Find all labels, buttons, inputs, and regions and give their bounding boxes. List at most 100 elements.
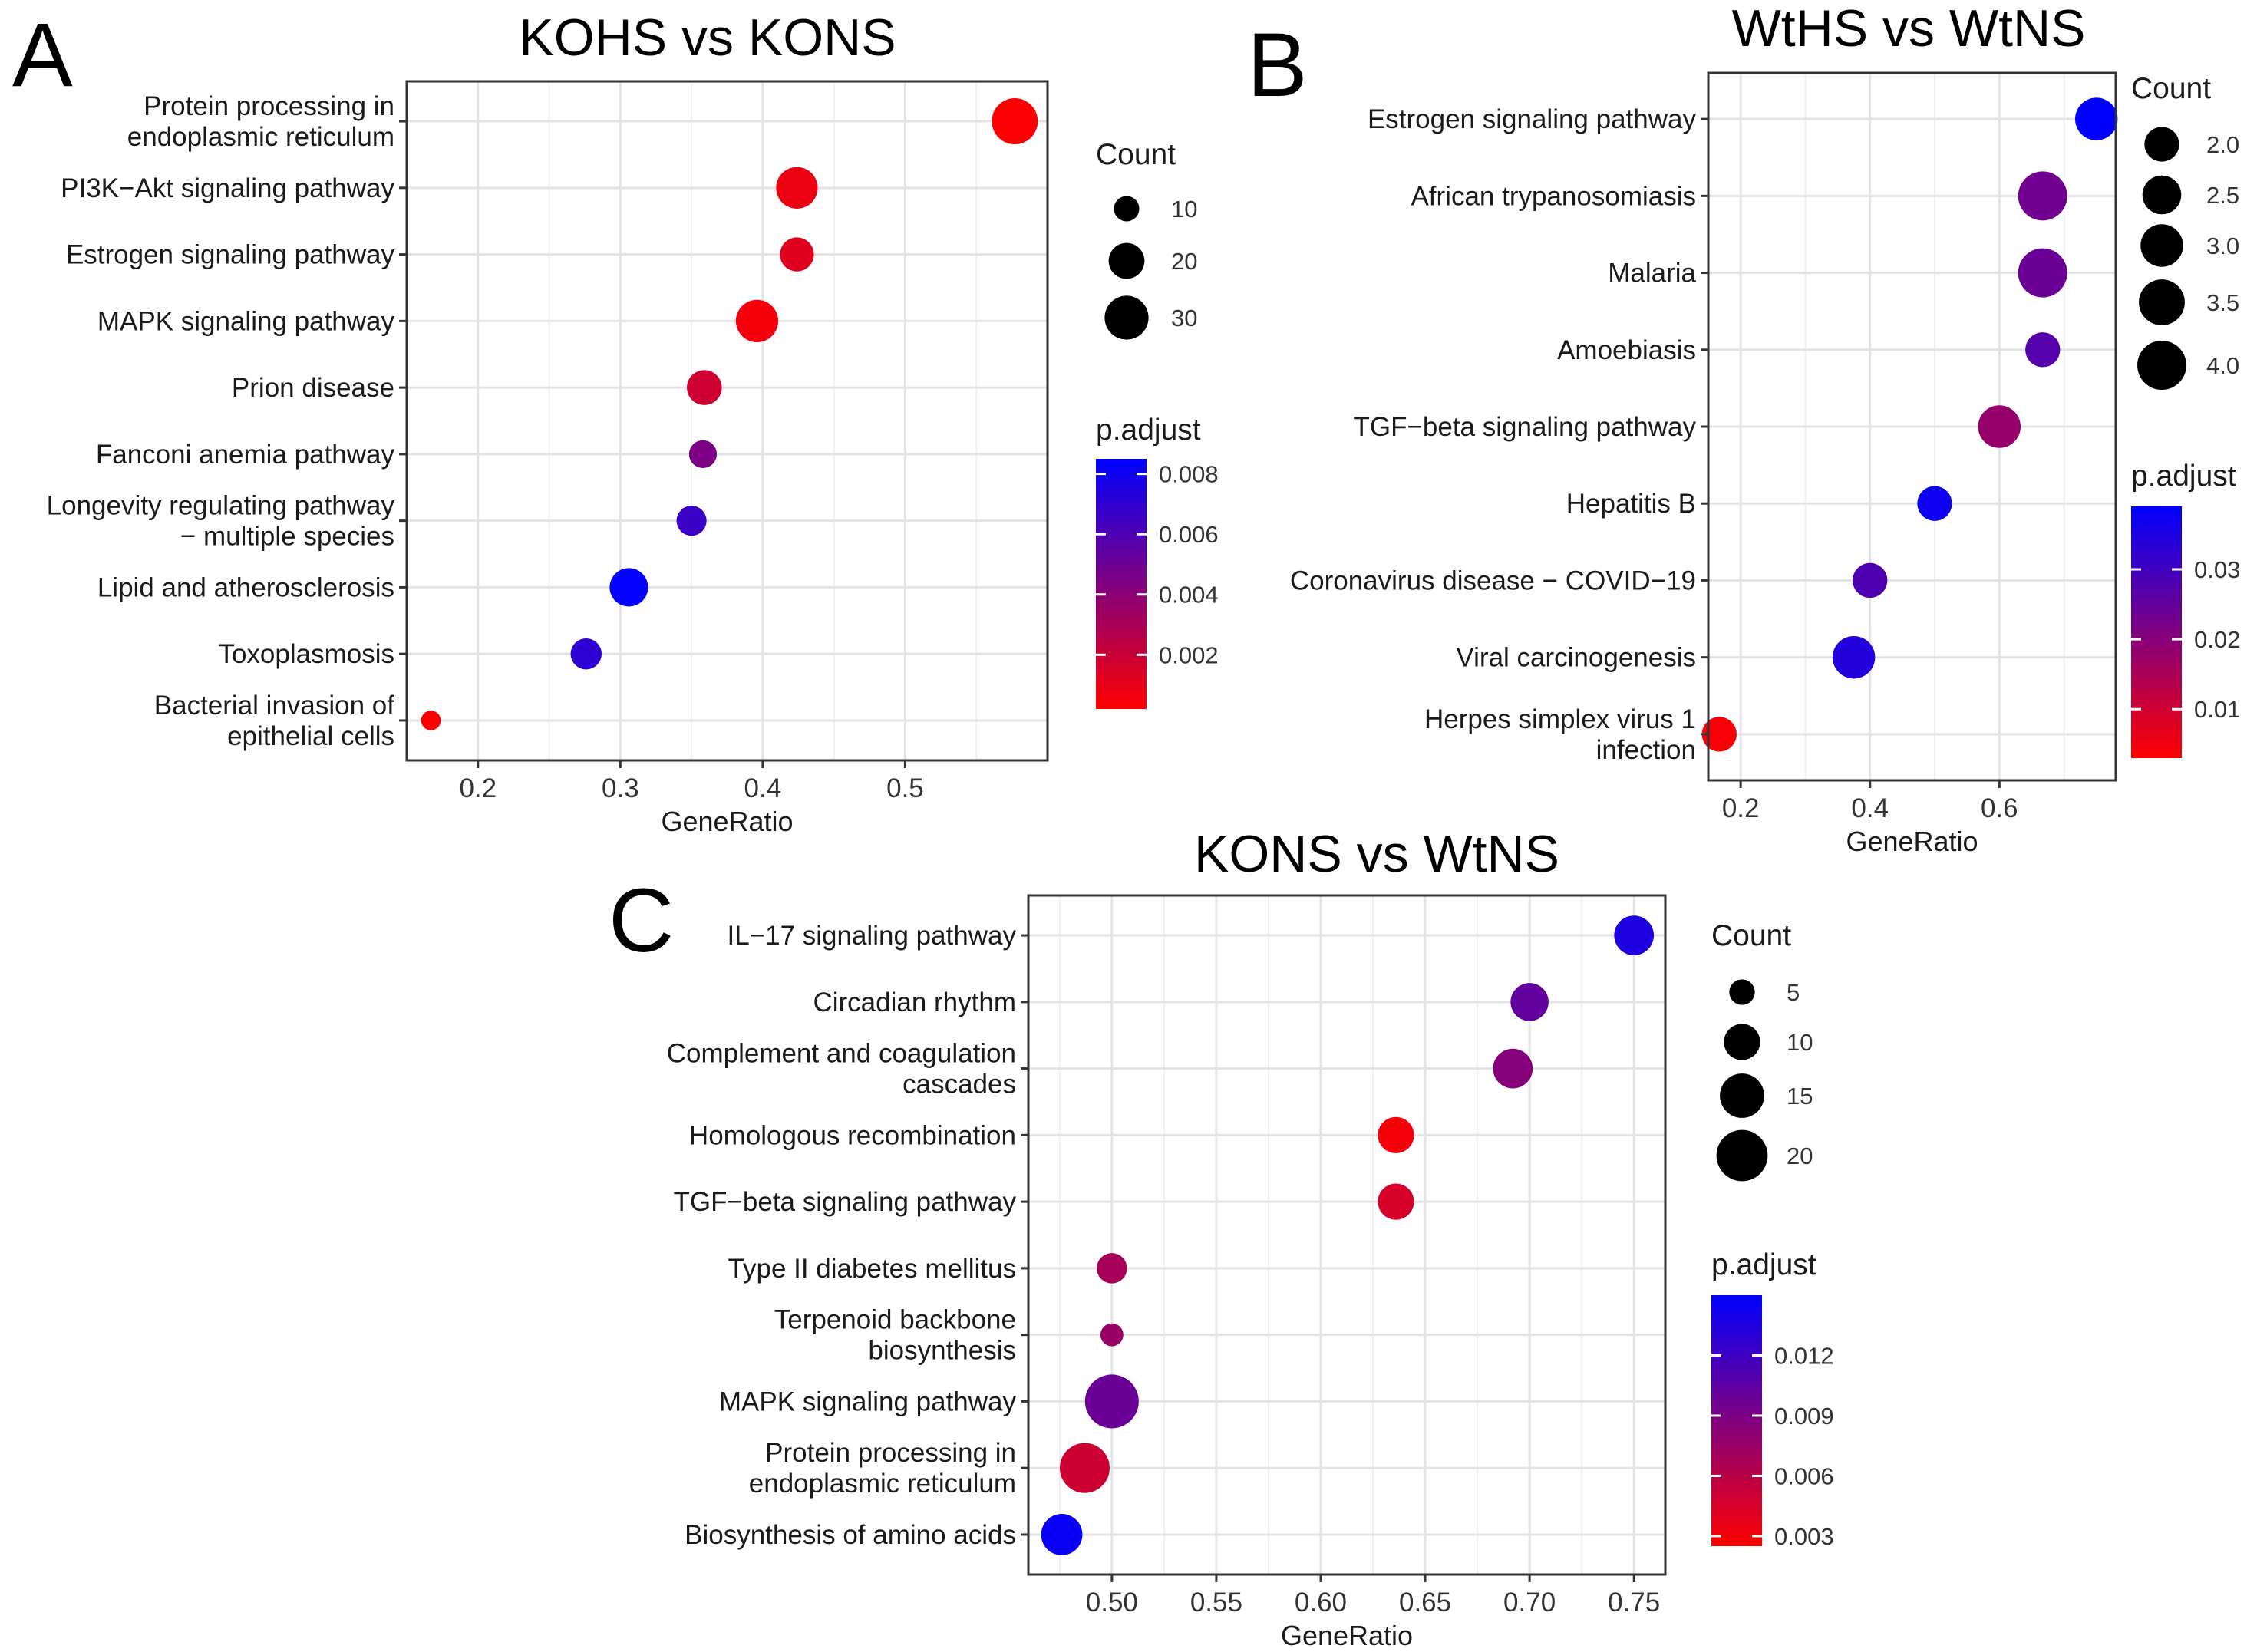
category-label: Malaria: [1608, 259, 1696, 289]
category-label: Terpenoid backbone biosynthesis: [774, 1305, 1016, 1366]
size-legend-label: 20: [1787, 1143, 1813, 1169]
category-label-line: Complement and coagulation: [667, 1039, 1016, 1069]
size-legend-label: 2.5: [2206, 182, 2239, 209]
size-legend-key: [1724, 1024, 1760, 1060]
size-legend-label: 15: [1787, 1083, 1813, 1110]
color-legend-label: 0.009: [1774, 1403, 1834, 1429]
data-point: [2025, 332, 2061, 368]
size-legend-key: [1104, 295, 1149, 340]
color-legend-title: p.adjust: [2131, 460, 2236, 493]
x-tick-label: 0.75: [1608, 1588, 1660, 1617]
x-axis-title: GeneRatio: [1846, 826, 1978, 857]
panel-c: C KONS vs WtNS IL−17 signaling pathway Circ…: [609, 825, 1834, 1651]
category-label-line: Protein processing in: [144, 91, 394, 121]
category-label: IL−17 signaling pathway: [727, 921, 1016, 951]
category-label: Biosynthesis of amino acids: [685, 1520, 1016, 1550]
x-tick-label: 0.3: [602, 773, 639, 803]
data-point: [780, 237, 814, 272]
size-legend-key: [1729, 979, 1755, 1005]
size-legend-key: [1720, 1073, 1764, 1118]
data-point: [735, 299, 779, 342]
category-label-line: Herpes simplex virus 1: [1424, 704, 1696, 734]
panel-letter: A: [12, 5, 73, 106]
plot-border: [405, 80, 1049, 762]
color-legend-bar: [1096, 459, 1147, 709]
data-point: [1378, 1116, 1414, 1153]
category-label: Herpes simplex virus 1 infection: [1424, 704, 1696, 765]
size-legend-key: [2139, 279, 2185, 325]
category-label: Viral carcinogenesis: [1456, 643, 1696, 673]
category-label: Homologous recombination: [689, 1120, 1016, 1150]
category-label-line: Terpenoid backbone: [774, 1305, 1016, 1335]
size-legend-label: 20: [1171, 248, 1197, 275]
category-label: TGF−beta signaling pathway: [1353, 412, 1696, 442]
category-label-line: Malaria: [1608, 259, 1696, 289]
color-legend-label: 0.004: [1159, 582, 1219, 608]
category-label-line: TGF−beta signaling pathway: [1353, 412, 1696, 442]
color-legend-label: 0.02: [2194, 626, 2240, 653]
category-label-line: Biosynthesis of amino acids: [685, 1520, 1016, 1550]
data-point: [2018, 248, 2067, 298]
color-legend-label: 0.03: [2194, 556, 2240, 583]
category-label-line: Hepatitis B: [1566, 489, 1696, 519]
color-legend-bar: [1711, 1295, 1762, 1546]
data-point: [1378, 1183, 1414, 1220]
category-label: Estrogen signaling pathway: [66, 240, 395, 270]
category-label: TGF−beta signaling pathway: [673, 1187, 1016, 1217]
data-point: [421, 711, 441, 730]
category-label-line: Protein processing in: [765, 1438, 1016, 1468]
data-point: [1059, 1443, 1110, 1493]
panel-letter: B: [1247, 15, 1308, 116]
category-label: African trypanosomiasis: [1411, 181, 1696, 211]
category-label-line: cascades: [902, 1070, 1016, 1100]
category-label-line: Homologous recombination: [689, 1120, 1016, 1150]
size-legend-key: [1108, 242, 1145, 279]
data-point: [676, 506, 707, 536]
size-legend-label: 4.0: [2206, 352, 2239, 379]
category-label: Circadian rhythm: [813, 988, 1016, 1017]
category-label-line: Amoebiasis: [1557, 335, 1696, 365]
category-label-line: MAPK signaling pathway: [97, 306, 395, 336]
category-label: PI3K−Akt signaling pathway: [61, 173, 394, 203]
size-legend-label: 30: [1171, 305, 1197, 331]
category-label: Bacterial invasion of epithelial cells: [154, 691, 394, 751]
color-legend-label: 0.006: [1159, 521, 1219, 548]
category-label: Protein processing in endoplasmic reticul…: [749, 1438, 1016, 1499]
data-point: [1097, 1253, 1127, 1284]
category-label: Fanconi anemia pathway: [96, 440, 395, 470]
data-point: [1917, 486, 1952, 521]
category-label: Complement and coagulation cascades: [667, 1039, 1016, 1100]
size-legend-title: Count: [1711, 919, 1791, 952]
data-point: [1493, 1048, 1533, 1089]
x-axis-title: GeneRatio: [661, 806, 793, 837]
data-point: [1978, 405, 2021, 448]
data-point: [1701, 717, 1737, 752]
category-label: Toxoplasmosis: [218, 639, 394, 669]
category-label-line: Lipid and atherosclerosis: [97, 572, 394, 602]
size-legend-label: 3.0: [2206, 232, 2239, 259]
category-label-line: infection: [1596, 735, 1696, 765]
data-point: [687, 370, 722, 405]
category-label-line: IL−17 signaling pathway: [727, 921, 1016, 951]
category-label-line: Toxoplasmosis: [218, 639, 394, 669]
panel-a: A KOHS vs KONS Protein processing in endopl…: [12, 5, 1219, 837]
color-legend-label: 0.008: [1159, 461, 1219, 488]
x-axis-title: GeneRatio: [1281, 1620, 1413, 1651]
data-point: [688, 440, 718, 468]
x-tick-label: 0.2: [459, 773, 497, 803]
panel-b: B WtHS vs WtNS Estrogen signaling pathway A…: [1247, 0, 2240, 857]
x-tick-label: 0.65: [1399, 1588, 1451, 1617]
category-label: Hepatitis B: [1566, 489, 1696, 519]
x-tick-label: 0.4: [744, 773, 782, 803]
size-legend-key: [2140, 224, 2183, 267]
x-tick-label: 0.70: [1503, 1588, 1556, 1617]
size-legend-title: Count: [1096, 138, 1176, 171]
size-legend-key: [2137, 341, 2186, 390]
data-point: [1041, 1514, 1083, 1555]
category-label-line: Circadian rhythm: [813, 988, 1016, 1017]
color-legend-title: p.adjust: [1096, 414, 1201, 447]
data-point: [2018, 171, 2067, 221]
category-label-line: epithelial cells: [227, 721, 394, 751]
category-label-line: Longevity regulating pathway: [47, 491, 395, 521]
x-tick-label: 0.2: [1722, 793, 1760, 823]
